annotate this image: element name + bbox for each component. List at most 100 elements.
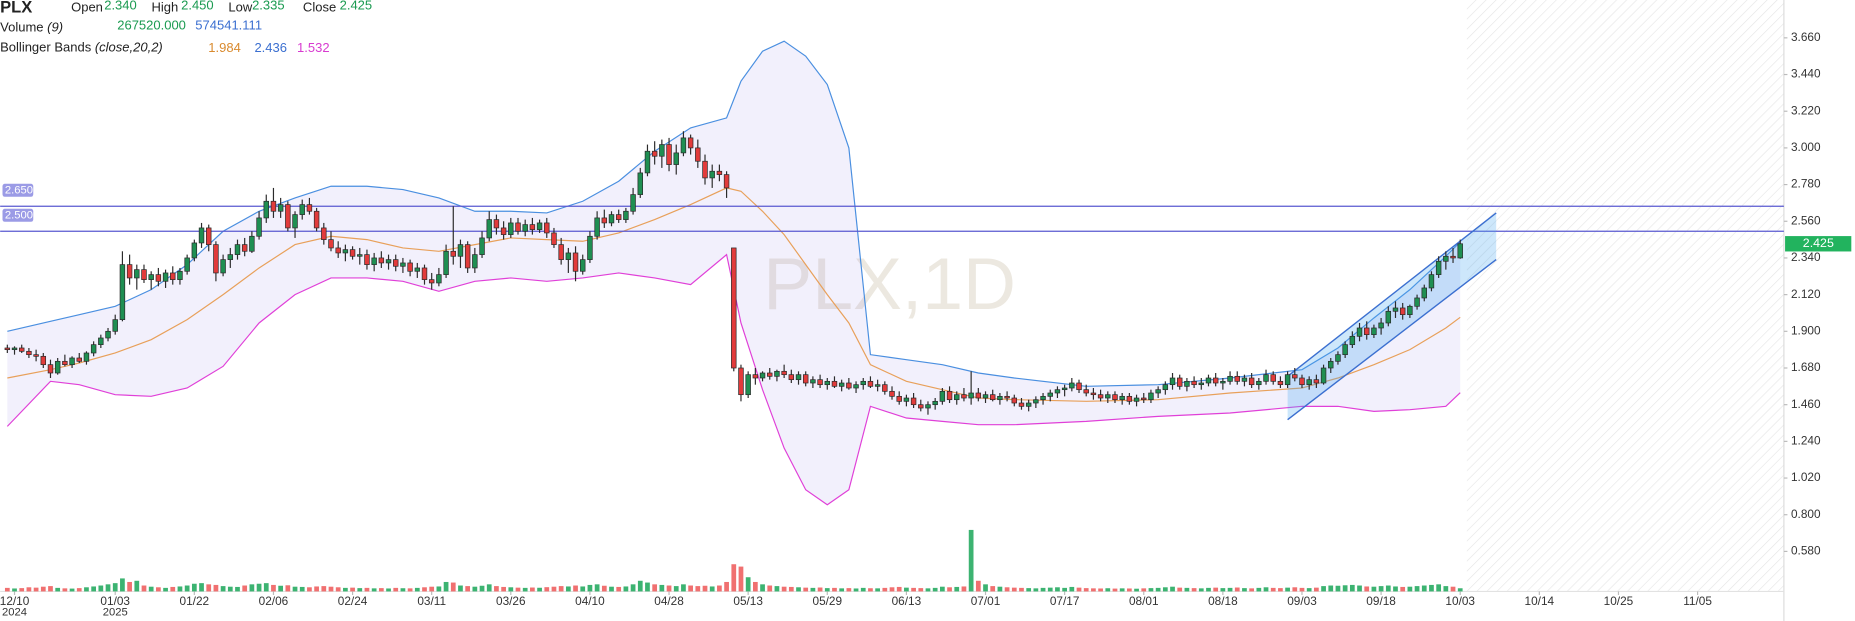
candle-body — [299, 204, 305, 215]
candle-body — [788, 374, 795, 381]
candle-body — [500, 227, 507, 235]
candle-body — [874, 384, 881, 387]
volume-bar — [1414, 586, 1420, 592]
candle-body — [846, 382, 852, 389]
candle-body — [1090, 392, 1097, 396]
volume-bar — [1206, 587, 1211, 592]
candle-body — [1047, 392, 1053, 397]
volume-bar — [48, 586, 53, 592]
volume-bar — [12, 588, 17, 592]
candle-body — [198, 227, 205, 244]
volume-bar — [1162, 587, 1168, 592]
volume-ma-value: 574541.111 — [195, 17, 262, 32]
plot-area: 2.650 2.500 — [0, 40, 1784, 592]
volume-bar — [91, 586, 97, 592]
candle-body — [889, 390, 895, 397]
volume-bar — [1213, 587, 1219, 592]
candle-body — [745, 374, 751, 396]
volume-bar — [105, 584, 111, 592]
volume-bar — [1242, 588, 1247, 592]
volume-bar — [1371, 586, 1377, 592]
candle-body — [321, 227, 327, 240]
volume-bar — [601, 585, 607, 592]
volume-bar — [479, 585, 485, 592]
candle-body — [695, 147, 701, 162]
candle-body — [925, 404, 931, 409]
x-tick-label: 05/13 — [733, 594, 763, 608]
channel-lower — [1287, 259, 1497, 421]
candle-body — [105, 330, 111, 339]
volume-bar — [436, 586, 442, 592]
candle-body — [1371, 327, 1377, 336]
candle-body — [508, 222, 514, 235]
volume-bar — [558, 586, 564, 592]
volume-bar — [947, 587, 952, 592]
volume-bar — [1328, 585, 1334, 592]
x-tick-label: 03/26 — [496, 594, 526, 608]
x-tick-label: 08/01 — [1129, 594, 1159, 608]
candle-body — [162, 272, 169, 282]
candle-body — [328, 239, 334, 249]
candle-body — [464, 244, 471, 269]
candle-body — [767, 372, 773, 377]
volume-bar — [853, 588, 859, 592]
volume-bar — [1421, 585, 1427, 592]
candle-body — [644, 150, 651, 174]
candle-body — [882, 384, 888, 392]
candle-body — [335, 247, 341, 254]
volume-bar — [717, 585, 722, 592]
y-tick-label: 0.580 — [1791, 544, 1821, 558]
volume-bar — [378, 588, 384, 592]
candle-body — [292, 214, 298, 229]
candle-body — [493, 219, 500, 229]
candle-body — [256, 217, 262, 237]
candle-body — [1155, 389, 1161, 394]
candle-body — [1270, 374, 1276, 382]
x-tick-label: 01/03 — [100, 594, 130, 608]
volume-bar — [666, 585, 672, 592]
volume-bar — [242, 585, 248, 592]
candle-body — [112, 319, 118, 332]
y-tick-label: 1.680 — [1791, 360, 1821, 374]
volume-bar — [1321, 586, 1326, 592]
candle-body — [759, 372, 766, 379]
candle-body — [227, 254, 234, 260]
candle-body — [40, 355, 47, 366]
volume-bar — [1155, 587, 1161, 592]
candle-body — [313, 210, 320, 229]
horizontal-line-label: 2.500 — [5, 209, 33, 221]
volume-bar — [407, 588, 413, 592]
legend: PLX Open 2.340 High 2.450 Low 2.335 Clos… — [0, 0, 372, 55]
volume-bar — [1062, 587, 1068, 592]
volume-bar — [1091, 588, 1096, 592]
volume-bar — [400, 588, 406, 592]
candle-body — [1148, 392, 1154, 401]
candle-body — [630, 194, 636, 212]
candle-body — [587, 235, 593, 260]
channel-upper — [1287, 212, 1497, 377]
x-tick-label: 04/28 — [654, 594, 684, 608]
candle-body — [896, 395, 902, 402]
candle-body — [802, 374, 809, 384]
volume-bar — [1148, 588, 1154, 592]
horizontal-line-label-bg — [2, 208, 34, 222]
x-tick-label: 09/03 — [1287, 594, 1317, 608]
candle-body — [400, 262, 406, 267]
ohlc-value: 2.450 — [181, 0, 214, 12]
volume-bar — [112, 583, 118, 592]
bb-label: Bollinger Bands (close,20,2) — [0, 40, 163, 55]
volume-bar — [1004, 587, 1010, 592]
candle-body — [385, 259, 392, 264]
candle-body — [601, 217, 608, 224]
x-tick-label: 10/03 — [1445, 594, 1475, 608]
candle-body — [1241, 377, 1248, 382]
volume-bar — [860, 587, 866, 592]
bb-middle-value: 1.984 — [208, 40, 241, 55]
volume-bar — [350, 587, 355, 592]
volume-bar — [1026, 588, 1032, 592]
volume-bar — [213, 584, 219, 592]
volume-bar — [170, 586, 176, 592]
volume-bar — [968, 529, 974, 592]
volume-bar — [659, 584, 665, 592]
candle-body — [1256, 380, 1262, 386]
